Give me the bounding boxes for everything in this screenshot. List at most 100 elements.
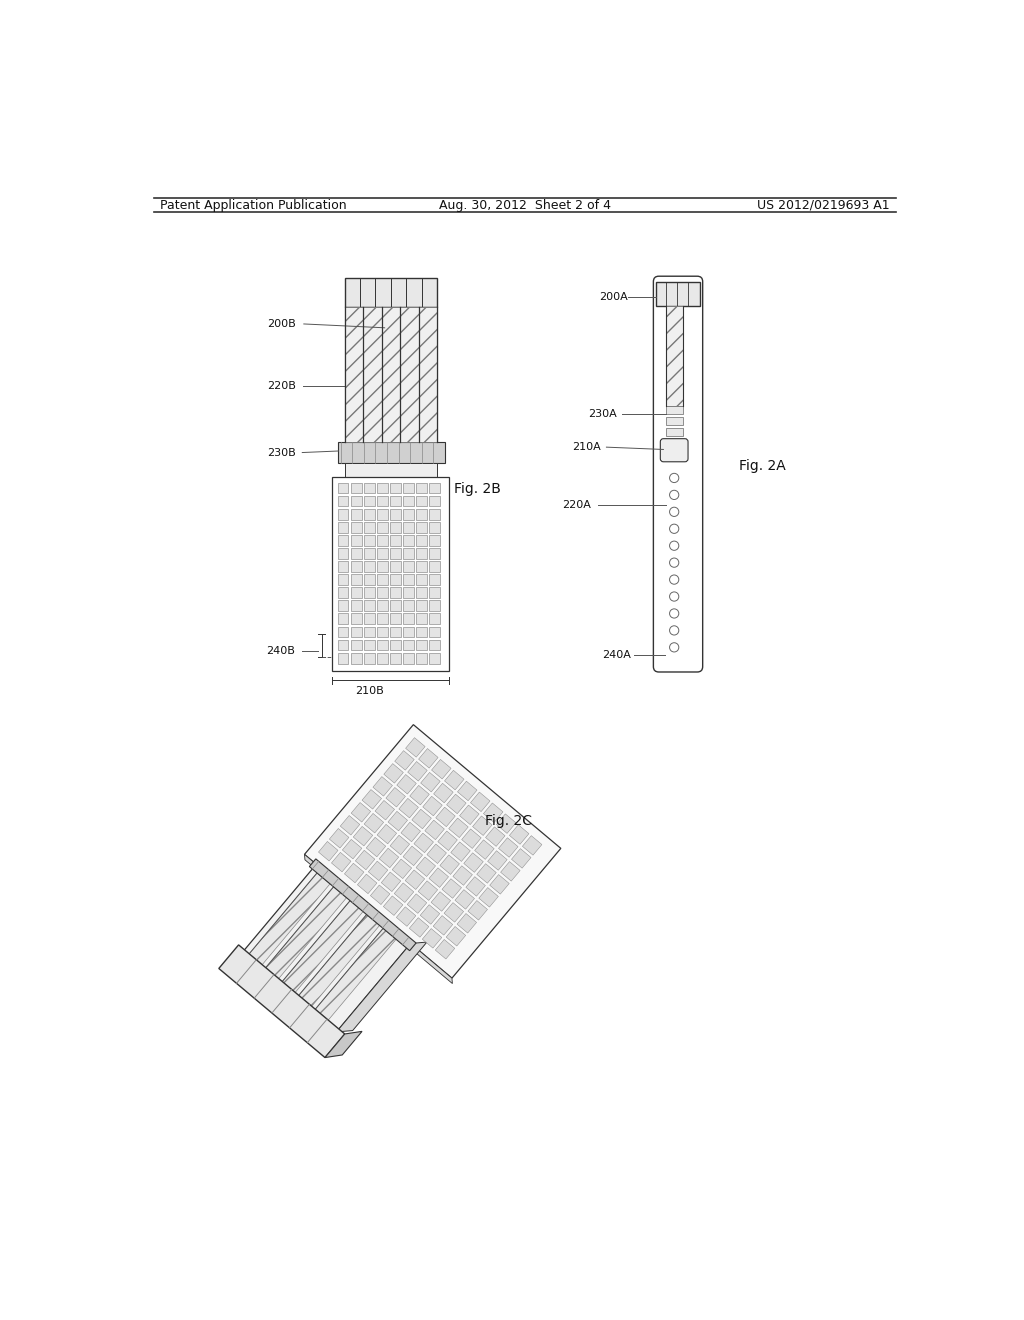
Polygon shape xyxy=(396,775,417,795)
Polygon shape xyxy=(353,826,373,846)
Bar xyxy=(364,587,375,598)
Polygon shape xyxy=(242,865,411,1032)
Bar xyxy=(403,521,414,532)
Polygon shape xyxy=(394,883,414,903)
Bar xyxy=(390,653,400,664)
Circle shape xyxy=(670,643,679,652)
Bar xyxy=(351,508,361,520)
FancyBboxPatch shape xyxy=(653,276,702,672)
Bar xyxy=(429,601,440,611)
Bar xyxy=(351,601,361,611)
Bar xyxy=(666,306,683,407)
Polygon shape xyxy=(420,904,439,924)
Polygon shape xyxy=(472,816,493,836)
Bar xyxy=(338,640,348,651)
Circle shape xyxy=(670,524,679,533)
Bar xyxy=(416,521,427,532)
Bar xyxy=(429,496,440,507)
Text: 210B: 210B xyxy=(355,686,384,696)
Polygon shape xyxy=(337,942,427,1032)
Bar xyxy=(390,640,400,651)
Bar xyxy=(377,627,388,638)
Polygon shape xyxy=(386,788,406,807)
Polygon shape xyxy=(449,818,468,838)
Text: 210A: 210A xyxy=(571,442,600,453)
Text: Fig. 2B: Fig. 2B xyxy=(454,483,501,496)
Bar xyxy=(377,640,388,651)
Polygon shape xyxy=(406,870,425,890)
Text: 240A: 240A xyxy=(602,649,631,660)
FancyBboxPatch shape xyxy=(660,438,688,462)
Bar xyxy=(338,574,348,585)
Bar xyxy=(429,627,440,638)
Polygon shape xyxy=(497,814,516,833)
Bar xyxy=(377,508,388,520)
Polygon shape xyxy=(408,762,427,781)
Polygon shape xyxy=(489,875,509,894)
Bar xyxy=(377,548,388,558)
Polygon shape xyxy=(522,836,542,855)
Bar xyxy=(400,308,419,442)
Bar xyxy=(333,478,450,671)
Bar xyxy=(338,508,348,520)
Bar xyxy=(390,548,400,558)
Polygon shape xyxy=(304,854,453,983)
Polygon shape xyxy=(371,884,390,904)
Polygon shape xyxy=(433,916,453,935)
Polygon shape xyxy=(483,803,503,822)
Bar xyxy=(429,614,440,624)
Bar xyxy=(403,508,414,520)
Bar xyxy=(351,521,361,532)
Polygon shape xyxy=(384,763,403,783)
Bar xyxy=(338,548,348,558)
Bar xyxy=(338,587,348,598)
Polygon shape xyxy=(460,805,479,825)
Bar xyxy=(403,640,414,651)
Polygon shape xyxy=(394,751,415,770)
Bar xyxy=(364,483,375,494)
Bar xyxy=(351,640,361,651)
Bar xyxy=(403,614,414,624)
Polygon shape xyxy=(379,849,398,867)
Polygon shape xyxy=(435,940,455,960)
Bar xyxy=(364,548,375,558)
Polygon shape xyxy=(421,772,440,792)
Polygon shape xyxy=(466,876,485,896)
Bar xyxy=(377,601,388,611)
Bar xyxy=(364,653,375,664)
Polygon shape xyxy=(444,903,464,923)
Bar xyxy=(338,627,348,638)
Bar xyxy=(338,653,348,664)
Bar xyxy=(339,442,444,463)
Polygon shape xyxy=(410,917,429,937)
Polygon shape xyxy=(477,863,497,883)
Polygon shape xyxy=(410,785,429,805)
Polygon shape xyxy=(446,927,466,946)
Polygon shape xyxy=(475,840,495,859)
Bar xyxy=(403,548,414,558)
Polygon shape xyxy=(351,803,371,822)
Bar xyxy=(364,535,375,545)
Bar xyxy=(416,614,427,624)
Circle shape xyxy=(670,490,679,499)
Bar xyxy=(429,508,440,520)
Polygon shape xyxy=(299,915,380,1006)
Polygon shape xyxy=(446,795,466,813)
Polygon shape xyxy=(342,840,361,859)
Bar xyxy=(429,535,440,545)
Polygon shape xyxy=(451,842,470,862)
Bar xyxy=(403,627,414,638)
Polygon shape xyxy=(458,781,477,801)
Bar xyxy=(666,428,683,436)
Bar xyxy=(351,627,361,638)
Polygon shape xyxy=(501,862,520,882)
Polygon shape xyxy=(436,807,456,826)
Bar xyxy=(364,574,375,585)
Polygon shape xyxy=(249,873,330,965)
Polygon shape xyxy=(412,809,431,829)
Bar xyxy=(429,548,440,558)
Polygon shape xyxy=(340,816,359,836)
Polygon shape xyxy=(375,800,394,820)
Circle shape xyxy=(670,507,679,516)
Polygon shape xyxy=(401,822,421,842)
